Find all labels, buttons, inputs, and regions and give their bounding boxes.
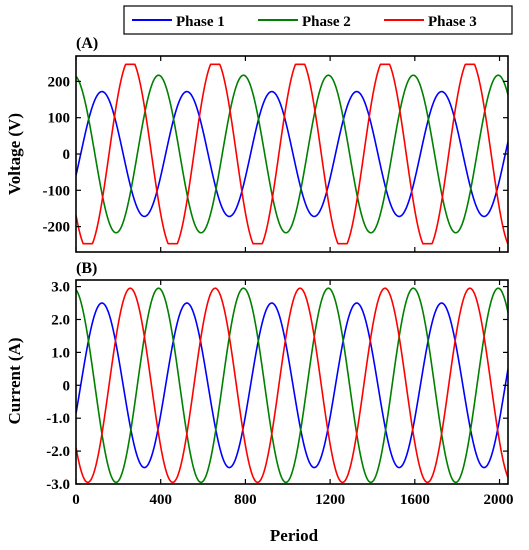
panel-b-x-tick-label: 800 [234, 492, 257, 508]
panel-b-y-tick-label: 3.0 [51, 280, 70, 296]
legend-label-phase-1: Phase 1 [176, 14, 225, 30]
panel-b-frame [75, 279, 509, 485]
panel-a-y-tick-label: 200 [48, 74, 71, 90]
panel-b-y-axis-title: Current (A) [5, 337, 24, 424]
panel-b-y-tick-label: -2.0 [46, 444, 70, 460]
panel-b-y-tick-label: -3.0 [46, 477, 70, 493]
panel-b-x-tick-label: 2000 [484, 492, 514, 508]
panel-b: (B) Current (A) -3.0 -2.0 -1.0 0 1.0 2.0 3.0 0 4… [5, 260, 514, 545]
legend-label-phase-3: Phase 3 [428, 14, 477, 30]
panel-b-plot: -3.0 -2.0 -1.0 0 1.0 2.0 3.0 0 400 800 1200 1600 200… [46, 279, 514, 508]
panel-b-x-tick-label: 400 [149, 492, 172, 508]
panel-b-x-tick-label: 1200 [315, 492, 345, 508]
legend-box [123, 5, 513, 35]
panel-b-x-tick-label: 0 [72, 492, 80, 508]
panel-a-y-axis-title: Voltage (V) [5, 113, 24, 195]
panel-a: (A) Voltage (V) -200 -100 0 100 200 [5, 35, 509, 253]
panel-b-label: (B) [76, 260, 97, 277]
panel-b-series-phase-2 [76, 287, 508, 484]
panel-a-y-tick-label: 100 [48, 111, 71, 127]
panel-a-y-tick-label: -100 [43, 183, 71, 199]
panel-b-y-tick-label: 2.0 [51, 312, 70, 328]
panel-b-x-tick-label: 1600 [400, 492, 430, 508]
panel-a-series-phase-2 [76, 74, 508, 234]
panel-a-series-phase-3 [76, 63, 508, 245]
x-axis-title: Period [270, 526, 319, 545]
legend: Phase 1 Phase 2 Phase 3 [123, 5, 513, 35]
legend-label-phase-2: Phase 2 [302, 14, 351, 30]
panel-b-y-tick-label: 1.0 [51, 345, 70, 361]
panel-a-plot: -200 -100 0 100 200 [43, 55, 509, 253]
panel-b-y-tick-label: 0 [63, 378, 71, 394]
panel-a-y-tick-label: 0 [63, 147, 71, 163]
panel-a-series-phase-1 [76, 90, 508, 218]
panel-a-y-tick-label: -200 [43, 220, 71, 236]
panel-b-series-phase-3 [76, 287, 508, 484]
panel-a-label: (A) [76, 35, 98, 52]
panel-b-series-phase-1 [76, 302, 508, 469]
panel-b-y-tick-label: -1.0 [46, 411, 70, 427]
